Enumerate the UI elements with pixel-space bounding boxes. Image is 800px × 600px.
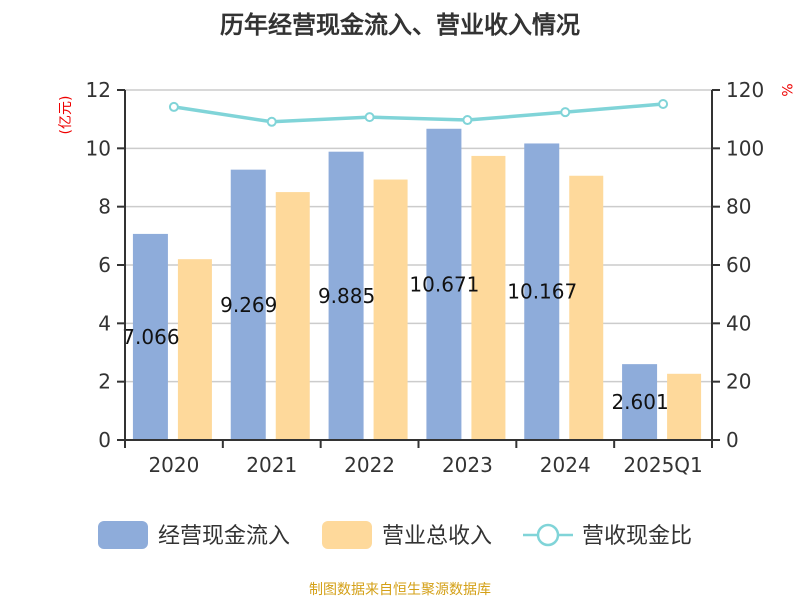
ratio-line — [173, 102, 664, 124]
bar-cash-inflow — [230, 169, 266, 440]
footer-source: 制图数据来自恒生聚源数据库 — [309, 582, 491, 598]
bar-revenue — [177, 259, 212, 440]
x-tick-label: 2020 — [148, 453, 199, 477]
bar-revenue — [373, 179, 408, 440]
left-tick-label: 4 — [98, 311, 111, 335]
right-tick-label: 80 — [726, 195, 751, 219]
bar-cash-inflow — [524, 143, 560, 440]
x-tick-label: 2022 — [344, 453, 395, 477]
left-tick-label: 8 — [98, 195, 111, 219]
bar-cash-inflow — [426, 128, 462, 440]
ratio-point — [364, 112, 375, 123]
chart-title: 历年经营现金流入、营业收入情况 — [220, 11, 580, 39]
bar-revenue — [667, 373, 702, 440]
left-axis-label: (亿元) — [58, 96, 74, 135]
bar-data-label: 2.601 — [611, 390, 668, 414]
right-tick-label: 40 — [726, 311, 751, 335]
x-tick-label: 2024 — [540, 453, 591, 477]
bar-revenue — [275, 192, 310, 440]
right-tick-label: 100 — [726, 136, 764, 160]
legend-marker-ratio — [536, 523, 560, 547]
ratio-point — [658, 99, 669, 109]
left-tick-label: 12 — [86, 78, 111, 102]
ratio-point — [560, 107, 571, 118]
bar-cash-inflow — [622, 364, 658, 440]
ratio-point — [266, 116, 277, 127]
legend-swatch-revenue — [322, 521, 372, 549]
bar-cash-inflow — [132, 233, 168, 440]
x-tick-label: 2021 — [246, 453, 297, 477]
bar-data-label: 7.066 — [122, 325, 179, 349]
ratio-point — [462, 115, 473, 126]
left-tick-label: 6 — [98, 253, 111, 277]
bar-data-label: 9.885 — [318, 284, 375, 308]
right-tick-label: 0 — [726, 428, 739, 452]
left-tick-label: 2 — [98, 370, 111, 394]
ratio-point — [168, 101, 179, 112]
legend-swatch-cash-inflow — [98, 521, 148, 549]
bar-cash-inflow — [328, 151, 364, 440]
right-tick-label: 120 — [726, 78, 764, 102]
bar-data-label: 10.671 — [409, 272, 479, 296]
bar-data-label: 9.269 — [220, 293, 277, 317]
bar-revenue — [471, 155, 506, 440]
right-tick-label: 60 — [726, 253, 751, 277]
left-tick-label: 10 — [86, 136, 111, 160]
right-axis-label: % — [778, 83, 794, 96]
bar-data-label: 10.167 — [507, 280, 577, 304]
legend-label-ratio: 营收现金比 — [582, 524, 692, 549]
bar-revenue — [569, 175, 604, 440]
x-tick-label: 2023 — [442, 453, 493, 477]
left-tick-label: 0 — [98, 428, 111, 452]
legend-label-revenue: 营业总收入 — [382, 524, 492, 549]
legend-label-cash-inflow: 经营现金流入 — [158, 524, 290, 549]
x-tick-label: 2025Q1 — [623, 453, 702, 477]
right-tick-label: 20 — [726, 370, 751, 394]
